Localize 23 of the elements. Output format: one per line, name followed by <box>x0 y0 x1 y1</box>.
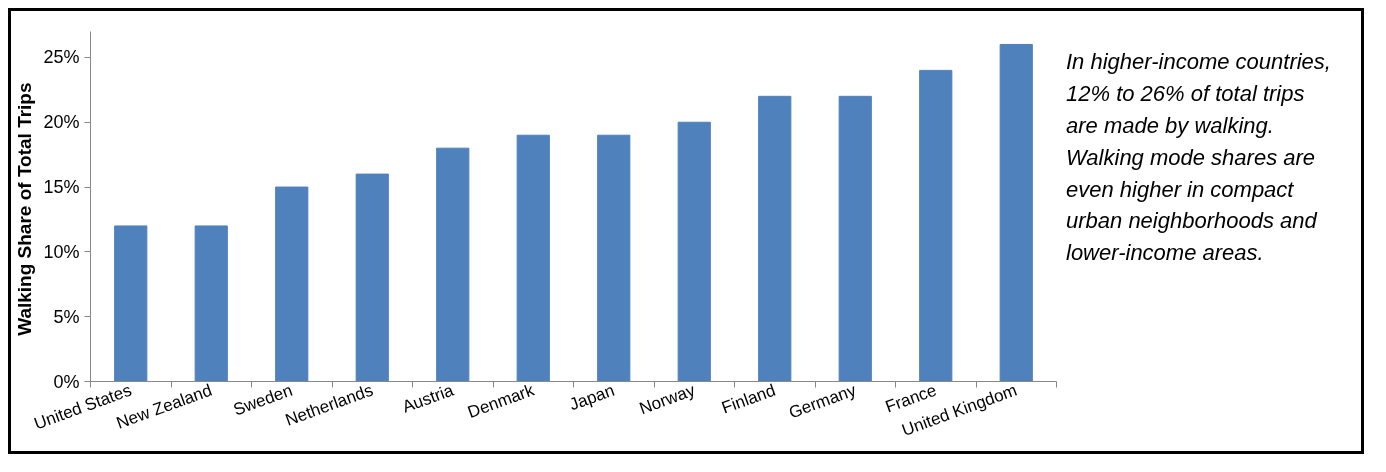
y-tick-label: 5% <box>53 306 80 327</box>
y-axis-title: Walking Share of Total Trips <box>14 82 36 336</box>
bar <box>999 43 1033 382</box>
x-tick-label: Norway <box>636 380 698 419</box>
x-tick-label: Austria <box>399 380 457 417</box>
bar <box>114 225 148 382</box>
x-tick-label: Japan <box>566 380 618 415</box>
bar <box>758 95 792 382</box>
bar <box>597 134 631 382</box>
bar <box>919 69 953 382</box>
text: In higher-income countries, 12% to 26% of total trips are made by walking. Walking mode shares are even higher in compact urban neighborhoods and lower-income areas. <box>1066 48 1332 268</box>
bar <box>275 186 309 382</box>
bar <box>436 147 470 382</box>
bar <box>194 225 228 382</box>
bar <box>355 173 389 382</box>
bar <box>838 95 872 382</box>
bar <box>516 134 550 382</box>
y-tick-label: 10% <box>43 241 80 262</box>
y-tick-label: 20% <box>43 112 80 133</box>
y-tick-label: 15% <box>43 177 80 198</box>
bar <box>677 121 711 382</box>
y-tick-label: 25% <box>43 47 80 68</box>
y-tick-label: 0% <box>53 371 80 392</box>
